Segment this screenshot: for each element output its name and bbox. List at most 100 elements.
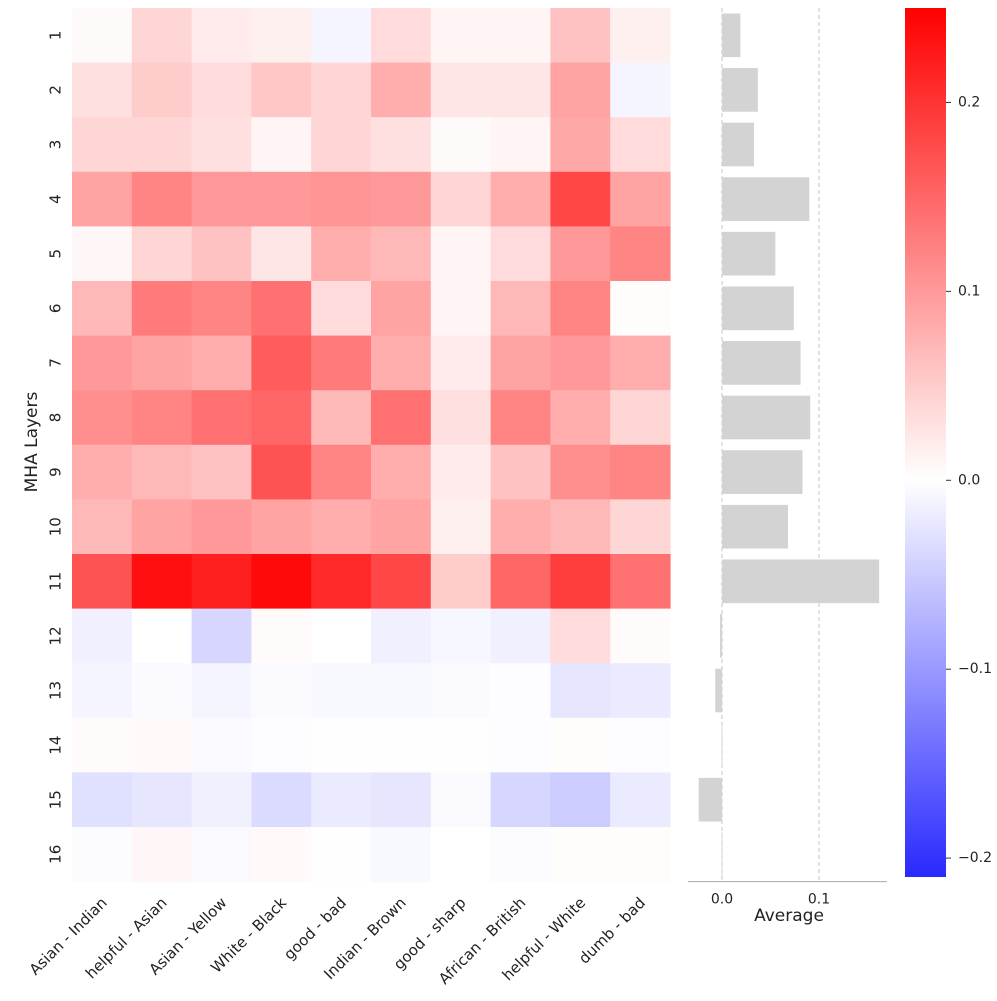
heatmap-cell-r9-c1 <box>72 444 133 500</box>
heatmap-cell-r7-c3 <box>191 335 252 391</box>
heatmap-cell-r16-c7 <box>430 827 492 883</box>
average-bar-layer-5 <box>722 231 776 276</box>
heatmap-cell-r6-c1 <box>72 281 133 337</box>
heatmap-y-tick-label: 15 <box>47 790 65 809</box>
heatmap-cell-r4-c2 <box>131 171 193 227</box>
heatmap-y-axis-label: MHA Layers <box>22 391 42 492</box>
heatmap-y-tick-label: 14 <box>47 736 65 755</box>
heatmap-cell-r10-c3 <box>191 499 252 555</box>
heatmap-cell-r16-c2 <box>131 827 193 883</box>
colorbar-tick-label: 0.0 <box>958 472 980 488</box>
heatmap-cell-r8-c4 <box>251 390 312 446</box>
average-bar-layer-9 <box>722 450 803 494</box>
heatmap-cell-r1-c1 <box>72 8 133 64</box>
heatmap-cell-r1-c8 <box>490 8 551 64</box>
heatmap-cell-r12-c7 <box>430 608 492 664</box>
heatmap-cell-r1-c7 <box>430 8 492 64</box>
average-bar-layer-16 <box>721 832 723 877</box>
heatmap-cell-r2-c10 <box>610 62 671 118</box>
colorbar: 0.2 0.1 0.0 −0.1 −0.2 <box>905 8 992 877</box>
heatmap-cell-r16-c5 <box>311 827 372 883</box>
heatmap-cell-r1-c4 <box>251 8 312 64</box>
heatmap-cell-r15-c8 <box>490 772 551 828</box>
heatmap-cell-r13-c3 <box>191 663 252 719</box>
average-bar-layer-8 <box>722 395 811 440</box>
heatmap-cell-r7-c9 <box>550 335 611 391</box>
heatmap-cell-r11-c8 <box>490 554 551 610</box>
heatmap-cell-r13-c4 <box>251 663 312 719</box>
heatmap-cell-r1-c5 <box>311 8 372 64</box>
heatmap-cell-r2-c7 <box>430 62 492 118</box>
heatmap-cell-r7-c8 <box>490 335 551 391</box>
heatmap-cell-r4-c7 <box>430 171 492 227</box>
heatmap-cell-r10-c7 <box>430 499 492 555</box>
heatmap-cell-r5-c9 <box>550 226 611 282</box>
heatmap-cell-r8-c7 <box>430 390 492 446</box>
colorbar-tick-label: 0.1 <box>958 283 980 299</box>
heatmap-cell-r8-c5 <box>311 390 372 446</box>
heatmap-cell-r4-c1 <box>72 171 133 227</box>
heatmap-cell-r13-c1 <box>72 663 133 719</box>
heatmap-cell-r13-c8 <box>490 663 551 719</box>
heatmap-y-tick-label: 5 <box>47 249 65 259</box>
heatmap-cell-r13-c2 <box>131 663 193 719</box>
heatmap-cell-r2-c4 <box>251 62 312 118</box>
heatmap-cell-r10-c9 <box>550 499 611 555</box>
heatmap-cell-r14-c2 <box>131 717 193 773</box>
average-bar-layer-10 <box>722 504 788 549</box>
average-bar-layer-6 <box>722 286 794 331</box>
heatmap-cell-r12-c8 <box>490 608 551 664</box>
colorbar-bar <box>905 8 946 877</box>
heatmap-cell-r14-c10 <box>610 717 671 773</box>
heatmap-y-tick-label: 6 <box>47 304 65 314</box>
average-bar-layer-13 <box>715 668 722 713</box>
heatmap-y-tick-label: 8 <box>47 413 65 423</box>
heatmap-cell-r3-c10 <box>610 117 671 173</box>
heatmap-cell-r1-c10 <box>610 8 671 64</box>
heatmap-cell-r4-c10 <box>610 171 671 227</box>
heatmap-cell-r11-c9 <box>550 554 611 610</box>
heatmap-cell-r8-c3 <box>191 390 252 446</box>
heatmap-cell-r5-c8 <box>490 226 551 282</box>
heatmap-cell-r6-c5 <box>311 281 372 337</box>
heatmap-cell-r15-c3 <box>191 772 252 828</box>
heatmap-cell-r13-c5 <box>311 663 372 719</box>
average-bar-layer-1 <box>722 13 741 58</box>
average-bar-layer-7 <box>722 341 801 385</box>
heatmap-cell-r2-c2 <box>131 62 193 118</box>
heatmap-cell-r6-c9 <box>550 281 611 337</box>
heatmap-cell-r7-c7 <box>430 335 492 391</box>
heatmap-cell-r15-c2 <box>131 772 193 828</box>
heatmap-cell-r7-c5 <box>311 335 372 391</box>
heatmap-cell-r3-c1 <box>72 117 133 173</box>
heatmap-cell-r11-c3 <box>191 554 252 610</box>
heatmap-cell-r6-c4 <box>251 281 312 337</box>
heatmap-cell-r1-c2 <box>131 8 193 64</box>
heatmap-cell-r9-c6 <box>371 444 432 500</box>
heatmap-y-tick-label: 3 <box>47 140 65 150</box>
heatmap-cell-r9-c8 <box>490 444 551 500</box>
heatmap-cell-r9-c4 <box>251 444 312 500</box>
heatmap-cell-r13-c7 <box>430 663 492 719</box>
heatmap-cell-r5-c10 <box>610 226 671 282</box>
heatmap-cell-r2-c1 <box>72 62 133 118</box>
heatmap-cell-r9-c10 <box>610 444 671 500</box>
heatmap-cell-r13-c6 <box>371 663 432 719</box>
heatmap-cell-r16-c6 <box>371 827 432 883</box>
heatmap-cell-r4-c3 <box>191 171 252 227</box>
heatmap-cell-r5-c2 <box>131 226 193 282</box>
heatmap-cell-r8-c1 <box>72 390 133 446</box>
heatmap-cell-r14-c7 <box>430 717 492 773</box>
heatmap-cell-r11-c5 <box>311 554 372 610</box>
heatmap-y-tick-label: 2 <box>47 85 65 95</box>
average-bar-layer-12 <box>720 614 722 658</box>
heatmap-cell-r5-c1 <box>72 226 133 282</box>
heatmap-cell-r6-c2 <box>131 281 193 337</box>
heatmap-cell-r3-c5 <box>311 117 372 173</box>
heatmap-cell-r1-c6 <box>371 8 432 64</box>
heatmap-cell-r2-c5 <box>311 62 372 118</box>
heatmap <box>72 8 671 883</box>
